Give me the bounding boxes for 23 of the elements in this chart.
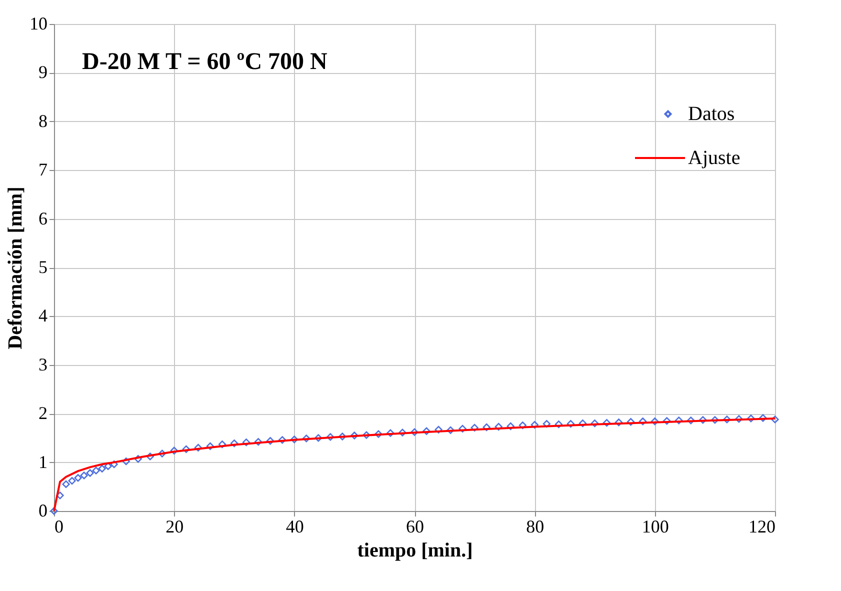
y-axis-title: Deformación [mm]	[4, 186, 26, 350]
x-tick-label: 40	[286, 516, 304, 536]
y-tick-label: 9	[38, 62, 48, 82]
y-tick-label: 2	[38, 403, 48, 424]
y-tick-label: 7	[38, 160, 48, 180]
x-tick-label: 120	[748, 516, 776, 536]
y-tick-label: 8	[38, 110, 48, 131]
x-tick-label: 60	[406, 516, 424, 536]
x-tick-label: 0	[54, 516, 64, 536]
x-tick-label: 80	[526, 516, 544, 536]
legend-label: Ajuste	[688, 147, 740, 169]
x-tick-label: 20	[166, 516, 184, 536]
text: D-20 M T = 60 ºC 700 N	[82, 49, 328, 75]
y-tick-label: 6	[38, 208, 48, 228]
x-tick-label: 100	[642, 516, 669, 536]
legend-label: Datos	[688, 103, 735, 125]
y-tick-label: 3	[38, 354, 48, 374]
y-tick-label: 5	[38, 257, 48, 277]
x-axis-title: tiempo [min.]	[357, 540, 473, 562]
y-tick-label: 4	[38, 306, 48, 326]
y-tick-label: 1	[38, 452, 48, 472]
y-tick-label: 10	[30, 14, 48, 34]
y-tick-label: 0	[38, 500, 48, 520]
